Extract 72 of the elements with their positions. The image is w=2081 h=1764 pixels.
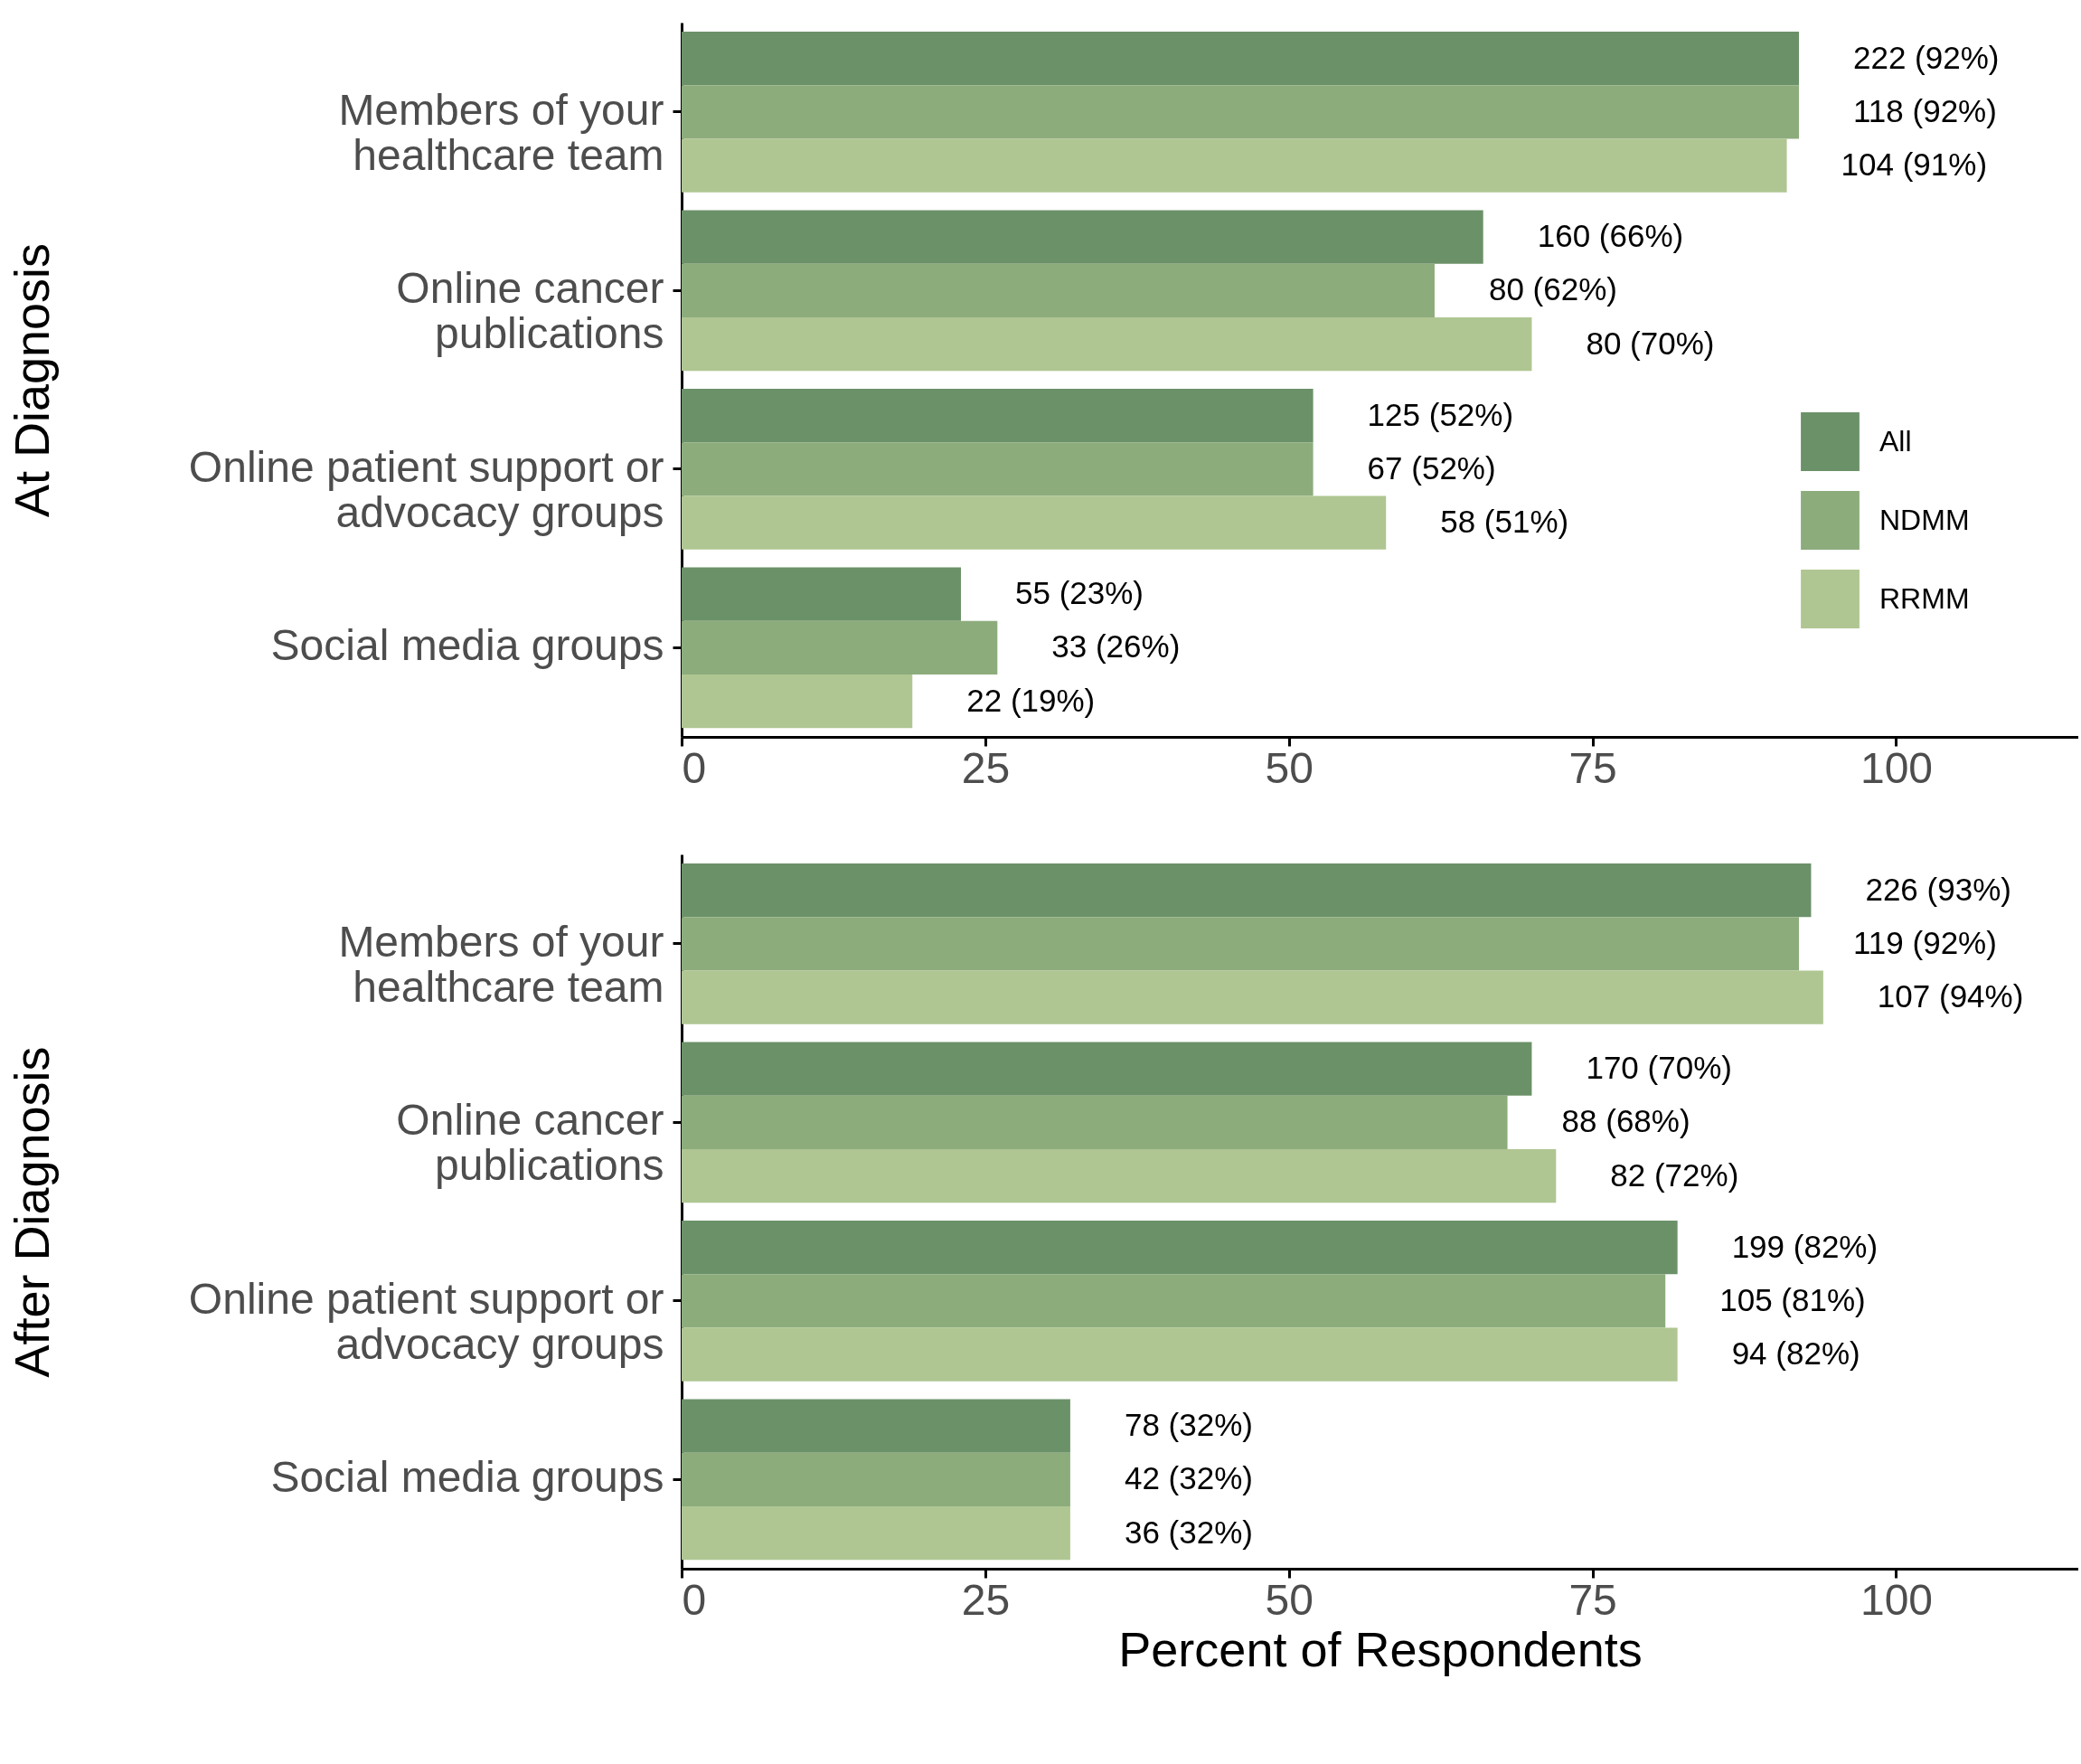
data-label: 199 (82%) [1731,1228,1879,1264]
legend-label: RRMM [1879,581,1970,615]
bar [682,85,1799,139]
bar [682,1505,1070,1561]
bar [682,567,961,621]
y-tick-label: Members of your healthcare team [338,917,664,1011]
bar [682,620,998,674]
bar [682,31,1799,86]
bar [682,1452,1070,1506]
bar [682,674,913,729]
bar [682,1327,1678,1382]
legend-label: NDMM [1879,503,1970,536]
data-label: 107 (94%) [1877,978,2024,1014]
y-tick-label: Online cancer publications [396,264,664,358]
data-label: 226 (93%) [1865,871,2011,907]
data-label: 80 (70%) [1586,325,1715,361]
data-label: 170 (70%) [1586,1050,1732,1085]
x-tick-label: 100 [1860,743,1934,792]
x-tick-label: 25 [961,743,1011,792]
data-label: 22 (19%) [966,682,1096,718]
bar [682,970,1823,1024]
y-tick-label: Members of your healthcare team [338,85,664,179]
bar [682,388,1314,443]
x-tick-label: 0 [682,743,707,792]
y-tick-label: Online patient support or advocacy groups [188,442,664,536]
data-label: 82 (72%) [1610,1156,1739,1193]
data-label: 36 (32%) [1124,1514,1253,1550]
y-tick-label: Social media groups [270,1453,664,1502]
y-tick-label: Social media groups [270,621,664,670]
x-tick-label: 50 [1265,1575,1314,1624]
data-label: 78 (32%) [1124,1407,1253,1442]
data-label: 125 (52%) [1367,396,1514,432]
bar [682,263,1435,317]
data-label: 33 (26%) [1051,628,1181,665]
x-tick-label: 0 [682,1575,707,1624]
legend-label: All [1879,424,1912,458]
data-label: 222 (92%) [1853,39,2000,75]
y-axis-title: After Diagnosis [4,1046,59,1378]
x-tick-label: 25 [961,1575,1011,1624]
bar [682,316,1532,372]
bar [682,1274,1666,1328]
data-label: 80 (62%) [1488,271,1617,307]
y-tick-label: Online cancer publications [396,1096,664,1190]
data-label: 160 (66%) [1537,218,1684,253]
data-label: 104 (91%) [1841,146,1988,182]
bar [682,210,1483,264]
x-tick-label: 75 [1568,743,1617,792]
bar [682,1399,1070,1453]
bar [682,442,1314,496]
bar [682,1220,1678,1275]
y-tick-label: Online patient support or advocacy groups [188,1274,664,1368]
bar [682,138,1787,193]
data-label: 118 (92%) [1853,92,1997,128]
bar [682,1042,1532,1096]
data-label: 105 (81%) [1719,1281,1866,1317]
data-label: 55 (23%) [1015,575,1144,610]
data-label: 119 (92%) [1853,924,1997,960]
bar [682,495,1387,550]
x-tick-label: 100 [1860,1575,1934,1624]
data-label: 58 (51%) [1440,504,1569,539]
y-axis-title: At Diagnosis [4,242,59,518]
x-tick-label: 50 [1265,743,1314,792]
data-label: 94 (82%) [1731,1335,1860,1371]
bar [682,863,1812,918]
bar [682,917,1799,971]
x-tick-label: 75 [1568,1575,1617,1624]
bar [682,1095,1508,1149]
x-axis-title: Percent of Respondents [1118,1621,1643,1676]
bar [682,1148,1557,1203]
data-label: 42 (32%) [1124,1460,1253,1496]
data-label: 67 (52%) [1367,449,1496,486]
data-label: 88 (68%) [1561,1103,1690,1139]
